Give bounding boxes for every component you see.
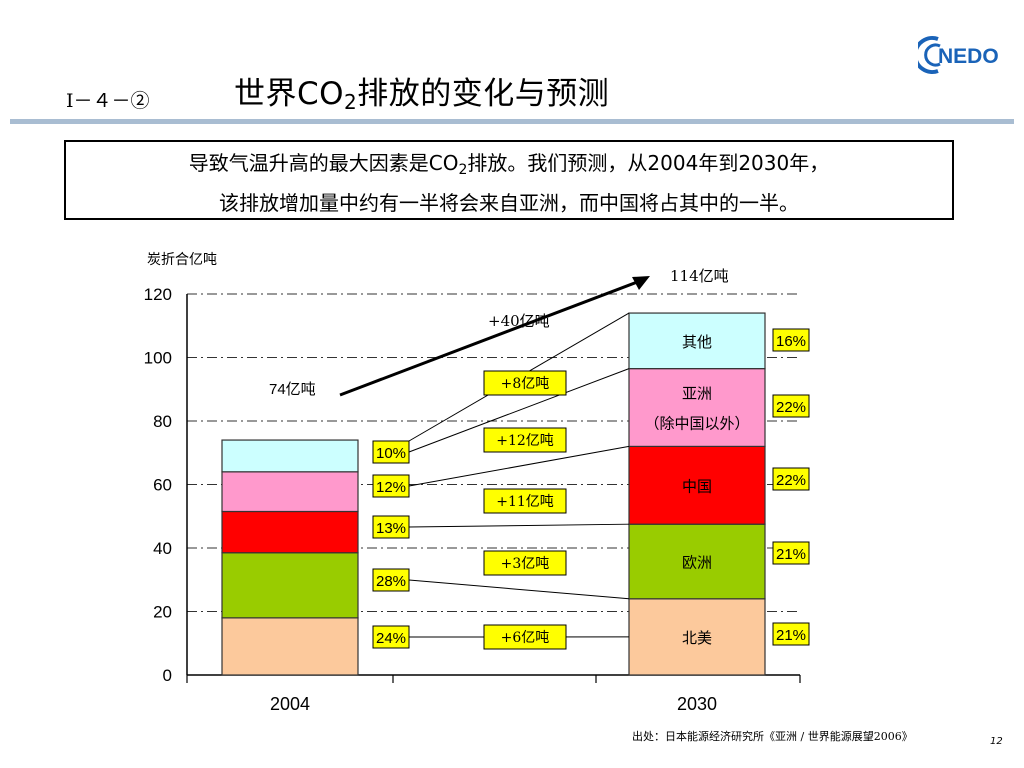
- growth-arrow-head: [632, 276, 650, 290]
- page-title: 世界CO2排放的变化与预测: [234, 76, 610, 114]
- y-tick-label: 80: [153, 412, 172, 431]
- y-tick-label: 100: [144, 349, 172, 368]
- bar-segment: [221, 471, 359, 513]
- segment-label: 其他: [682, 333, 712, 351]
- segment-label: 欧洲: [682, 553, 712, 571]
- bar-segment: [628, 312, 766, 370]
- share-label: 13%: [376, 520, 406, 537]
- section-label: Ⅰ－４－②: [66, 90, 150, 112]
- y-tick-label: 40: [153, 539, 172, 558]
- share-box: [772, 394, 810, 418]
- delta-box: [483, 488, 567, 514]
- share-box: [772, 467, 810, 491]
- share-box: [772, 622, 810, 646]
- delta-box: [483, 550, 567, 576]
- segment-label: 亚洲（除中国以外）: [644, 385, 749, 433]
- delta-label: +6亿吨: [501, 630, 550, 646]
- bar-segment: [628, 445, 766, 525]
- bar-segment: [221, 552, 359, 619]
- x-tick-label: 2004: [270, 694, 310, 714]
- summary-line-1: 导致气温升高的最大因素是CO2排放。我们预测，从2004年到2030年，: [188, 151, 830, 178]
- segment-label: 中国: [682, 477, 712, 495]
- share-label: 21%: [776, 627, 806, 644]
- delta-label: +11亿吨: [496, 494, 554, 510]
- share-box: [772, 541, 810, 565]
- connector-line: [408, 523, 630, 528]
- growth-label: +40亿吨: [488, 312, 550, 330]
- delta-label: +8亿吨: [501, 376, 550, 392]
- growth-arrow-line: [339, 279, 641, 397]
- connector-line: [408, 368, 630, 453]
- bar-segment: [221, 439, 359, 473]
- source-note: 出处：日本能源经济研究所《亚洲 / 世界能源展望2006》: [632, 730, 913, 743]
- bar-segment: [628, 523, 766, 600]
- logo-arc-outer: [918, 36, 939, 74]
- connector-line: [408, 445, 630, 487]
- share-label: 28%: [376, 573, 406, 590]
- share-label: 12%: [376, 479, 406, 496]
- delta-box: [483, 427, 567, 453]
- summary-line-2: 该排放增加量中约有一半将会来自亚洲，而中国将占其中的一半。: [219, 191, 799, 215]
- share-box: [772, 328, 810, 352]
- logo-arc-inner: [924, 43, 941, 67]
- total-label-2030: 114亿吨: [670, 267, 729, 285]
- share-label: 10%: [376, 445, 406, 462]
- share-label: 22%: [776, 472, 806, 489]
- connector-line: [408, 579, 630, 600]
- page-number: 12: [990, 736, 1003, 747]
- delta-label: +12亿吨: [496, 433, 554, 449]
- summary-box: 导致气温升高的最大因素是CO2排放。我们预测，从2004年到2030年， 该排放…: [64, 140, 954, 220]
- delta-label: +3亿吨: [501, 556, 550, 572]
- share-label: 16%: [776, 333, 806, 350]
- share-label: 24%: [376, 630, 406, 647]
- delta-box: [483, 370, 567, 396]
- bar-segment: [628, 598, 766, 676]
- nedo-logo: NEDO: [918, 36, 999, 74]
- total-label-2004: 74亿吨: [269, 381, 316, 398]
- bar-segment: [221, 617, 359, 676]
- header-divider: [10, 119, 1014, 124]
- logo-text: NEDO: [938, 45, 999, 68]
- bar-segment: [221, 510, 359, 554]
- y-axis-label: 炭折合亿吨: [147, 252, 217, 268]
- x-tick-label: 2030: [677, 694, 717, 714]
- segment-label: 北美: [682, 629, 712, 647]
- delta-box: [483, 624, 567, 650]
- y-tick-label: 0: [163, 666, 172, 685]
- share-label: 22%: [776, 399, 806, 416]
- bar-segment: [628, 368, 766, 447]
- share-label: 21%: [776, 546, 806, 563]
- y-tick-label: 20: [153, 603, 172, 622]
- y-tick-label: 60: [153, 476, 172, 495]
- y-tick-label: 120: [144, 285, 172, 304]
